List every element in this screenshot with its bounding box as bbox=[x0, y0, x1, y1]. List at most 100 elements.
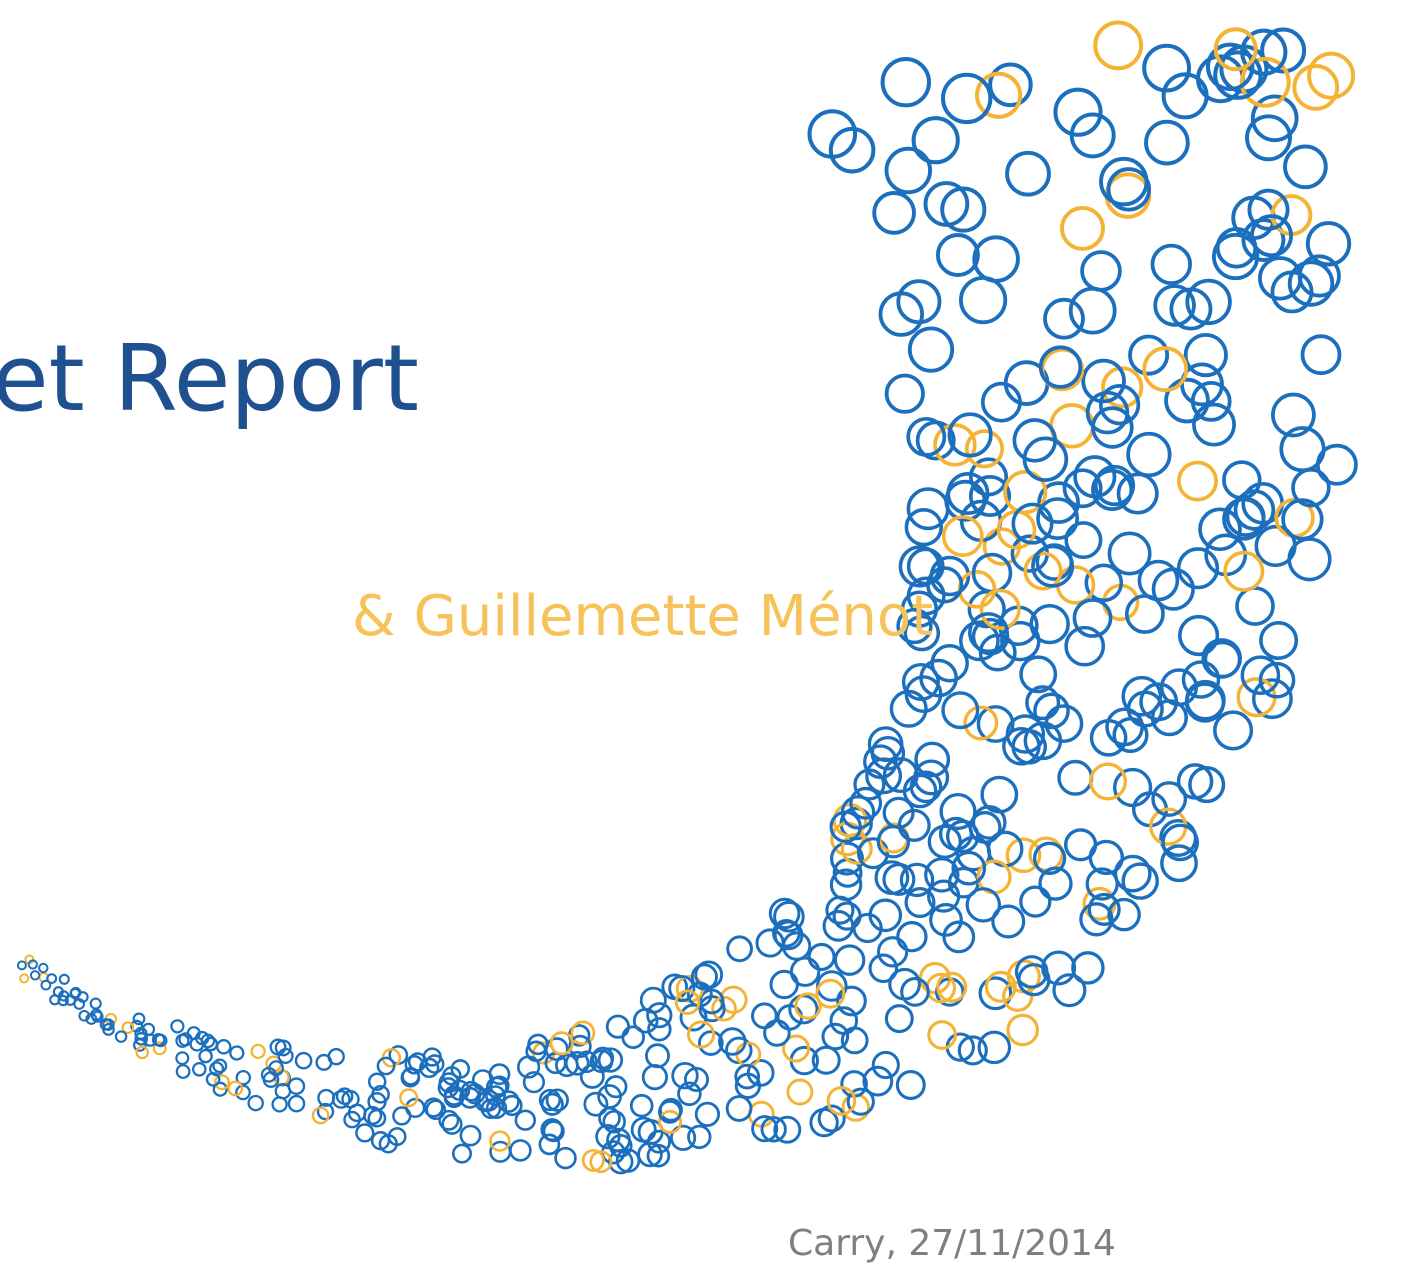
decor-circle bbox=[1318, 446, 1356, 484]
decor-circle bbox=[771, 971, 797, 997]
decor-circle bbox=[974, 237, 1018, 281]
decor-circle bbox=[835, 946, 863, 974]
decor-circle bbox=[1008, 1015, 1037, 1044]
title: et Report bbox=[0, 325, 419, 432]
decor-circle bbox=[753, 1004, 777, 1028]
decor-circle bbox=[775, 1117, 800, 1142]
decor-circle bbox=[1179, 463, 1216, 500]
decor-circle bbox=[641, 988, 665, 1012]
slide: et Report & Guillemette Ménot Carry, 27/… bbox=[0, 0, 1419, 1277]
decor-circle bbox=[313, 1108, 328, 1123]
decor-circle bbox=[1237, 588, 1273, 624]
decor-circle bbox=[249, 1096, 263, 1110]
decor-circle bbox=[943, 75, 990, 122]
decor-circle bbox=[1146, 122, 1188, 164]
decor-circle bbox=[1215, 712, 1252, 749]
decor-circle bbox=[631, 1095, 652, 1116]
decor-circle bbox=[689, 1126, 711, 1148]
decor-circle bbox=[811, 1109, 837, 1135]
decor-circle bbox=[39, 964, 47, 972]
decor-circle bbox=[1119, 474, 1157, 512]
decor-circle bbox=[356, 1125, 373, 1142]
decor-circle bbox=[874, 193, 914, 233]
decor-circle bbox=[217, 1040, 230, 1053]
decor-circle bbox=[1128, 434, 1170, 476]
decor-circle bbox=[230, 1047, 243, 1060]
decor-circle bbox=[1285, 146, 1326, 187]
decor-circle bbox=[1101, 159, 1147, 205]
page: et Report & Guillemette Ménot Carry, 27/… bbox=[0, 0, 1419, 1277]
decor-circle bbox=[1071, 289, 1115, 333]
decor-circle bbox=[914, 118, 958, 162]
decor-circle bbox=[1203, 640, 1240, 677]
decor-circle bbox=[737, 1043, 760, 1066]
decor-circle bbox=[883, 59, 929, 105]
decor-circle bbox=[510, 1140, 530, 1160]
decor-circle bbox=[1153, 246, 1191, 284]
decor-circle bbox=[696, 1103, 718, 1125]
decor-circle bbox=[91, 999, 101, 1009]
decor-circle bbox=[1224, 462, 1260, 498]
decor-circle bbox=[1062, 208, 1103, 249]
decor-circle bbox=[891, 692, 926, 727]
decor-circle bbox=[1180, 617, 1218, 655]
decor-circle bbox=[20, 974, 28, 982]
decor-circle bbox=[990, 65, 1031, 106]
decor-circle bbox=[887, 149, 931, 193]
decor-circle bbox=[176, 1052, 188, 1064]
decor-circle bbox=[1066, 523, 1100, 557]
decor-circle bbox=[273, 1097, 287, 1111]
decor-circle bbox=[1091, 764, 1126, 799]
decor-circle bbox=[289, 1096, 304, 1111]
decor-circle bbox=[1190, 768, 1224, 802]
decor-circle bbox=[831, 129, 874, 172]
footer: Carry, 27/11/2014 bbox=[788, 1223, 1116, 1264]
decor-circle bbox=[60, 975, 69, 984]
decor-circle bbox=[809, 944, 834, 969]
decor-circle bbox=[897, 1072, 924, 1099]
decor-circle bbox=[788, 1080, 812, 1104]
decor-circle bbox=[1294, 66, 1337, 109]
decor-circle bbox=[205, 1038, 217, 1050]
decor-circle bbox=[252, 1045, 265, 1058]
decor-circle bbox=[193, 1063, 205, 1075]
decor-circle bbox=[929, 1022, 956, 1049]
decor-circle bbox=[727, 1097, 751, 1121]
decor-circle bbox=[1139, 562, 1177, 600]
decor-circle bbox=[200, 1050, 212, 1062]
decor-circle bbox=[1059, 762, 1092, 795]
decor-circle bbox=[1186, 335, 1226, 375]
decor-circle bbox=[556, 1148, 576, 1168]
decor-circle bbox=[929, 826, 960, 857]
decor-circle bbox=[728, 937, 752, 961]
decor-circle bbox=[116, 1031, 126, 1041]
decor-circle bbox=[938, 235, 978, 275]
decor-circle bbox=[886, 1006, 912, 1032]
decor-circle bbox=[18, 961, 26, 969]
decor-circle bbox=[317, 1055, 332, 1070]
decor-circle bbox=[1309, 54, 1353, 98]
decor-circle bbox=[887, 376, 923, 412]
decor-circle bbox=[540, 1135, 559, 1154]
decor-circle bbox=[1021, 887, 1050, 916]
decor-circle bbox=[967, 889, 999, 921]
decor-circle bbox=[1123, 864, 1157, 898]
decor-circle bbox=[453, 1145, 470, 1162]
decor-circle bbox=[171, 1020, 183, 1032]
decor-circle bbox=[1249, 191, 1287, 229]
decor-circle bbox=[623, 1027, 644, 1048]
decor-circle bbox=[879, 938, 907, 966]
decor-circle bbox=[607, 1016, 628, 1037]
decor-circle bbox=[134, 1014, 145, 1025]
decor-circle bbox=[898, 923, 926, 951]
decor-circle bbox=[1041, 347, 1081, 387]
subtitle: & Guillemette Ménot bbox=[352, 584, 933, 649]
decor-circle bbox=[915, 761, 948, 794]
decor-circle bbox=[1109, 900, 1139, 930]
decor-circle bbox=[1116, 856, 1150, 890]
decor-circle bbox=[461, 1126, 480, 1145]
decor-circle bbox=[1144, 348, 1186, 390]
decor-circle bbox=[1007, 153, 1049, 195]
decor-circle bbox=[1115, 770, 1151, 806]
decor-circle bbox=[177, 1065, 190, 1078]
